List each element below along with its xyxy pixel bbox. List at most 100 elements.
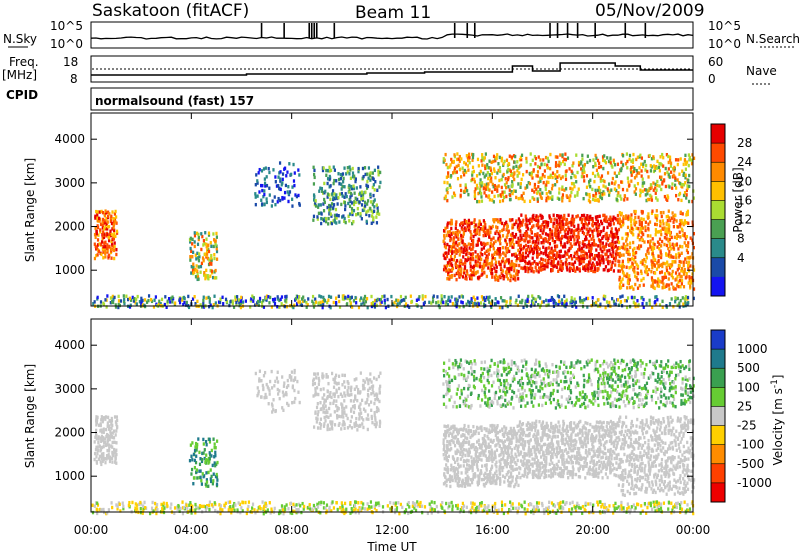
range-gate-cell [276, 387, 279, 392]
range-gate-cell [372, 193, 375, 198]
range-gate-cell [672, 215, 675, 219]
range-gate-cell [685, 162, 688, 166]
range-gate-cell [317, 382, 320, 386]
range-gate-cell [471, 170, 474, 175]
range-gate-cell [580, 246, 584, 251]
range-gate-cell [343, 406, 346, 411]
range-gate-cell [624, 162, 628, 166]
range-gate-cell [377, 374, 381, 379]
range-gate-cell [581, 300, 585, 305]
range-gate-cell [349, 387, 353, 391]
range-gate-cell [113, 241, 116, 245]
range-gate-cell [114, 209, 117, 214]
range-gate-cell [488, 194, 491, 198]
range-gate-cell [107, 453, 110, 457]
range-gate-cell [546, 165, 549, 170]
range-gate-cell [200, 261, 204, 266]
range-gate-cell [658, 242, 661, 246]
range-gate-cell [376, 209, 380, 213]
range-gate-cell [628, 266, 631, 270]
range-gate-cell [104, 245, 107, 249]
range-gate-cell [314, 390, 317, 394]
range-gate-cell [540, 268, 543, 272]
range-gate-cell [561, 159, 565, 164]
range-gate-cell [456, 152, 459, 156]
range-gate-cell [526, 299, 529, 303]
range-gate-cell [99, 230, 102, 234]
range-gate-cell [561, 199, 564, 203]
range-gate-cell [498, 230, 501, 234]
range-gate-cell [557, 302, 560, 307]
range-gate-cell [349, 399, 353, 403]
range-gate-cell [531, 196, 534, 200]
range-gate-cell [644, 267, 647, 271]
range-gate-cell [461, 222, 465, 227]
range-gate-cell [491, 190, 494, 194]
range-gate-cell [254, 182, 257, 187]
station-title: Saskatoon (fitACF) [92, 1, 249, 21]
range-gate-cell [492, 167, 496, 171]
range-gate-cell [506, 455, 509, 459]
range-gate-cell [601, 236, 604, 240]
range-gate-cell [572, 234, 575, 238]
range-gate-cell [235, 302, 238, 307]
range-gate-cell [364, 380, 367, 384]
range-gate-cell [500, 159, 503, 163]
range-gate-cell [630, 159, 633, 163]
range-gate-cell [446, 261, 450, 265]
range-gate-cell [104, 255, 107, 259]
range-gate-cell [115, 422, 118, 427]
range-gate-cell [486, 258, 489, 262]
range-gate-cell [679, 210, 682, 215]
range-gate-cell [636, 235, 639, 240]
range-gate-cell [197, 265, 200, 269]
range-gate-cell [332, 399, 336, 403]
range-gate-cell [478, 229, 481, 233]
range-gate-cell [547, 246, 550, 250]
range-gate-cell [527, 181, 530, 185]
range-gate-cell [465, 258, 468, 263]
range-gate-cell [617, 246, 620, 250]
range-gate-cell [515, 164, 518, 169]
range-gate-cell [115, 452, 118, 457]
range-gate-cell [492, 159, 495, 164]
range-gate-cell [375, 221, 379, 225]
range-gate-cell [329, 212, 332, 216]
range-gate-cell [657, 284, 661, 288]
range-gate-cell [489, 467, 493, 471]
range-gate-cell [448, 427, 451, 432]
range-gate-cell [641, 262, 644, 266]
range-gate-cell [640, 162, 643, 166]
range-gate-cell [459, 457, 462, 461]
range-gate-cell [483, 270, 486, 275]
range-gate-cell [456, 474, 460, 479]
range-gate-cell [285, 385, 289, 390]
range-gate-cell [469, 247, 473, 252]
range-gate-cell [558, 224, 562, 229]
range-gate-cell [537, 270, 540, 274]
range-gate-cell [333, 394, 336, 399]
range-gate-cell [456, 298, 459, 303]
range-gate-cell [610, 227, 613, 231]
range-gate-cell [599, 188, 602, 193]
range-gate-cell [649, 183, 653, 187]
range-gate-cell [448, 165, 451, 169]
range-gate-cell [513, 222, 516, 227]
range-gate-cell [498, 155, 501, 160]
range-gate-cell [114, 420, 118, 424]
range-gate-cell [654, 213, 657, 218]
range-gate-cell [347, 201, 350, 206]
range-gate-cell [469, 261, 472, 265]
range-gate-cell [462, 232, 465, 236]
range-gate-cell [598, 223, 601, 227]
range-gate-cell [504, 246, 507, 250]
range-gate-cell [472, 169, 475, 174]
range-gate-cell [642, 283, 645, 287]
range-gate-cell [93, 451, 97, 456]
range-gate-cell [482, 262, 485, 267]
range-gate-cell [614, 240, 617, 245]
range-gate-cell [359, 298, 362, 302]
range-gate-cell [678, 272, 681, 276]
range-gate-cell [294, 376, 297, 380]
range-gate-cell [585, 237, 588, 241]
